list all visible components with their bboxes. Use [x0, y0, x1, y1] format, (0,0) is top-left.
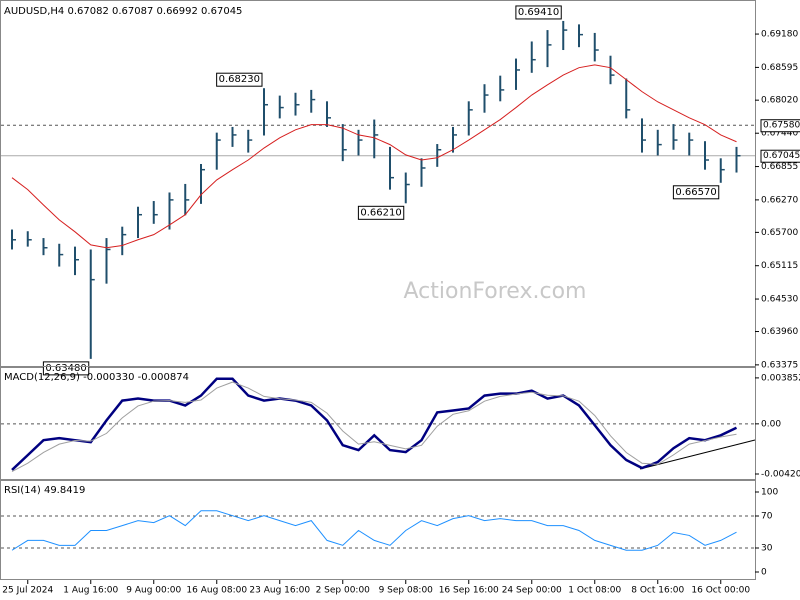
panel-frame	[0, 479, 756, 580]
label-box	[357, 205, 405, 220]
y-tick-label: 0.63960	[761, 327, 798, 337]
y-tick-label: 70	[761, 512, 773, 522]
trend-line	[639, 439, 756, 470]
price-annotation: 0.69410	[518, 7, 559, 18]
y-tick-label: 100	[761, 488, 778, 498]
indicator-line	[11, 381, 737, 473]
y-tick-label: 0.65115	[761, 261, 798, 271]
price-annotation: 0.66570	[675, 187, 716, 198]
y-tick-label: 30	[761, 544, 773, 554]
label-box	[42, 361, 90, 376]
label-box	[216, 72, 263, 87]
price-annotation: 0.68230	[219, 74, 260, 85]
y-tick-label: 0.66270	[761, 195, 798, 205]
y-tick-label: 0.63375	[761, 360, 798, 370]
y-tick-label: 0.67440	[761, 129, 798, 139]
x-tick-label: 1 Aug 16:00	[63, 586, 118, 596]
y-tick-label: 0.68595	[761, 63, 798, 73]
x-tick-label: 1 Oct 08:00	[568, 586, 621, 596]
label-box	[515, 5, 562, 20]
y-tick-label: -0.004204	[761, 470, 800, 480]
x-tick-label: 9 Sep 08:00	[379, 586, 434, 596]
y-tick-label: 0	[761, 568, 767, 578]
x-tick-label: 2 Sep 00:00	[316, 586, 371, 596]
x-tick-label: 16 Aug 08:00	[186, 586, 247, 596]
indicator-line	[11, 64, 737, 249]
y-tick-label: 0.00	[761, 419, 781, 429]
label-box	[672, 185, 720, 200]
label-box	[760, 149, 800, 163]
y-tick-label: 0.68020	[761, 96, 798, 106]
x-tick-label: 9 Aug 00:00	[126, 586, 181, 596]
level-label: 0.67045	[763, 151, 800, 161]
y-tick-label: 0.66855	[761, 162, 798, 172]
y-tick-label: 0.003852	[761, 373, 800, 383]
label-box	[760, 119, 800, 133]
x-tick-label: 23 Aug 16:00	[249, 586, 310, 596]
price-annotation: 0.66210	[360, 207, 401, 218]
price-annotation: 0.63480	[45, 363, 86, 374]
x-tick-label: 8 Oct 16:00	[631, 586, 684, 596]
panel-title: AUDUSD,H4 0.67082 0.67087 0.66992 0.6704…	[4, 6, 242, 17]
y-tick-label: 0.64530	[761, 295, 798, 305]
x-tick-label: 16 Sep 16:00	[439, 586, 499, 596]
level-label: 0.67580	[763, 121, 800, 131]
indicator-line	[11, 510, 737, 551]
x-tick-label: 16 Oct 00:00	[691, 586, 750, 596]
indicator-line	[11, 377, 738, 471]
panel-title: MACD(12,26,9) -0.000330 -0.000874	[4, 372, 189, 383]
y-tick-label: 0.69180	[761, 30, 798, 40]
watermark: ActionForex.com	[404, 279, 587, 304]
y-tick-label: 0.65700	[761, 228, 798, 238]
panel-title: RSI(14) 49.8419	[4, 485, 85, 496]
panel-frame	[0, 0, 756, 368]
x-tick-label: 24 Sep 00:00	[502, 586, 562, 596]
x-tick-label: 25 Jul 2024	[2, 586, 53, 596]
